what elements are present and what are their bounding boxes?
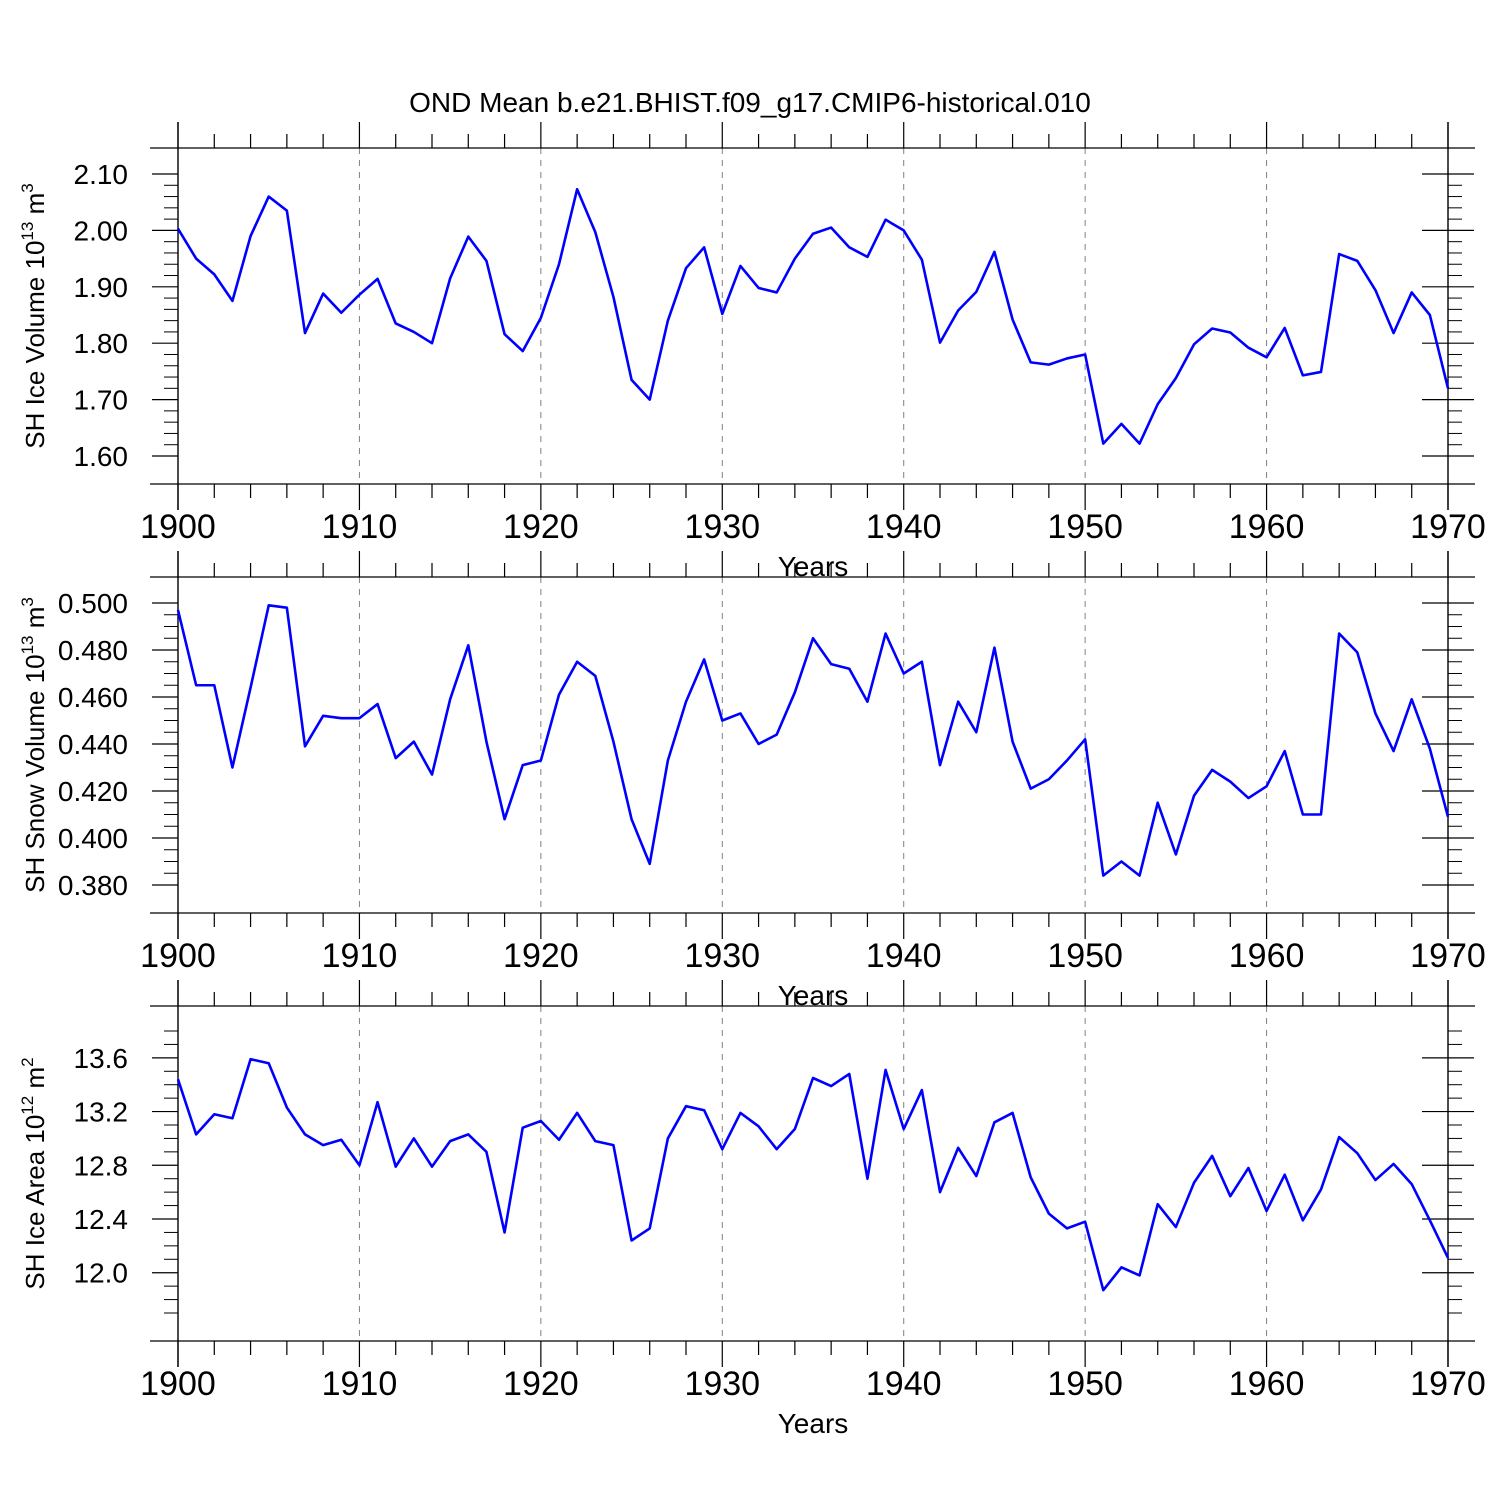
y-tick-label: 1.90 xyxy=(74,272,129,303)
x-tick-label: 1950 xyxy=(1047,1365,1123,1403)
x-tick-label: 1950 xyxy=(1047,508,1123,546)
x-tick-label: 1920 xyxy=(503,1365,579,1403)
y-tick-label: 13.6 xyxy=(74,1043,129,1074)
y-tick-label: 1.60 xyxy=(74,441,129,472)
y-tick-label: 12.4 xyxy=(74,1204,129,1235)
series-line xyxy=(176,604,1450,877)
y-tick-label: 0.380 xyxy=(58,870,128,901)
x-tick-label: 1920 xyxy=(503,508,579,546)
y-axis-label-unit: m xyxy=(20,607,50,636)
x-tick-label: 1950 xyxy=(1047,937,1123,975)
y-tick-label: 12.8 xyxy=(74,1150,129,1181)
y-axis-label-main: SH Snow Volume 10 xyxy=(20,654,50,892)
figure-title: OND Mean b.e21.BHIST.f09_g17.CMIP6-histo… xyxy=(409,87,1091,118)
x-tick-label: 1960 xyxy=(1229,508,1305,546)
y-axis-label-main: SH Ice Volume 10 xyxy=(20,241,50,449)
chart-panel-2: 0.380 0.400 0.420 0.440 0.460 0.480 0.500 1900 1… xyxy=(18,551,1486,1011)
y-tick-label: 0.460 xyxy=(58,682,128,713)
x-tick-label: 1970 xyxy=(1410,508,1486,546)
y-tick-label: 12.0 xyxy=(74,1258,129,1289)
y-axis-label: SH Ice Volume 1013 m3 xyxy=(18,183,50,448)
chart-panel-3: 12.0 12.4 12.8 13.2 13.6 1900 1910 1920 1930 1940… xyxy=(18,980,1486,1439)
series-line xyxy=(176,1057,1450,1292)
y-axis-label-unit: m xyxy=(20,193,50,222)
y-axis-label-exponent: 13 xyxy=(18,635,37,654)
x-tick-label: 1920 xyxy=(503,937,579,975)
x-tick-label: 1910 xyxy=(322,508,398,546)
y-tick-label: 2.00 xyxy=(74,215,129,246)
x-tick-label: 1900 xyxy=(140,937,216,975)
x-tick-label: 1940 xyxy=(866,508,942,546)
x-tick-label: 1910 xyxy=(322,1365,398,1403)
y-axis-label-unit-exponent: 2 xyxy=(18,1057,37,1066)
y-tick-label: 0.480 xyxy=(58,635,128,666)
y-tick-label: 1.70 xyxy=(74,385,129,416)
x-tick-label: 1930 xyxy=(684,508,760,546)
x-tick-label: 1970 xyxy=(1410,1365,1486,1403)
x-tick-label: 1900 xyxy=(140,508,216,546)
x-tick-label: 1940 xyxy=(866,937,942,975)
x-tick-label: 1900 xyxy=(140,1365,216,1403)
y-tick-label: 0.500 xyxy=(58,588,128,619)
y-axis-label-exponent: 12 xyxy=(18,1096,37,1115)
y-axis-label: SH Ice Area 1012 m2 xyxy=(18,1057,50,1289)
x-tick-label: 1930 xyxy=(684,937,760,975)
x-tick-label: 1960 xyxy=(1229,1365,1305,1403)
y-axis-label-main: SH Ice Area 10 xyxy=(20,1115,50,1290)
y-axis-label-unit-exponent: 3 xyxy=(18,183,37,192)
chart-panel-1: 1.60 1.70 1.80 1.90 2.00 2.10 1900 1910 1920 1930… xyxy=(18,122,1486,582)
x-tick-label: 1940 xyxy=(866,1365,942,1403)
y-axis-label-unit: m xyxy=(20,1067,50,1096)
y-tick-label: 0.440 xyxy=(58,729,128,760)
y-tick-label: 0.400 xyxy=(58,823,128,854)
y-tick-label: 1.80 xyxy=(74,328,129,359)
x-axis-label: Years xyxy=(778,1408,849,1439)
y-tick-label: 13.2 xyxy=(74,1097,129,1128)
y-tick-label: 2.10 xyxy=(74,159,129,190)
y-axis-label-unit-exponent: 3 xyxy=(18,597,37,606)
x-tick-label: 1910 xyxy=(322,937,398,975)
series-line xyxy=(176,187,1450,445)
x-tick-label: 1970 xyxy=(1410,937,1486,975)
y-axis-label-exponent: 13 xyxy=(18,222,37,241)
x-tick-label: 1960 xyxy=(1229,937,1305,975)
x-tick-label: 1930 xyxy=(684,1365,760,1403)
y-tick-label: 0.420 xyxy=(58,776,128,807)
y-axis-label: SH Snow Volume 1013 m3 xyxy=(18,597,50,893)
